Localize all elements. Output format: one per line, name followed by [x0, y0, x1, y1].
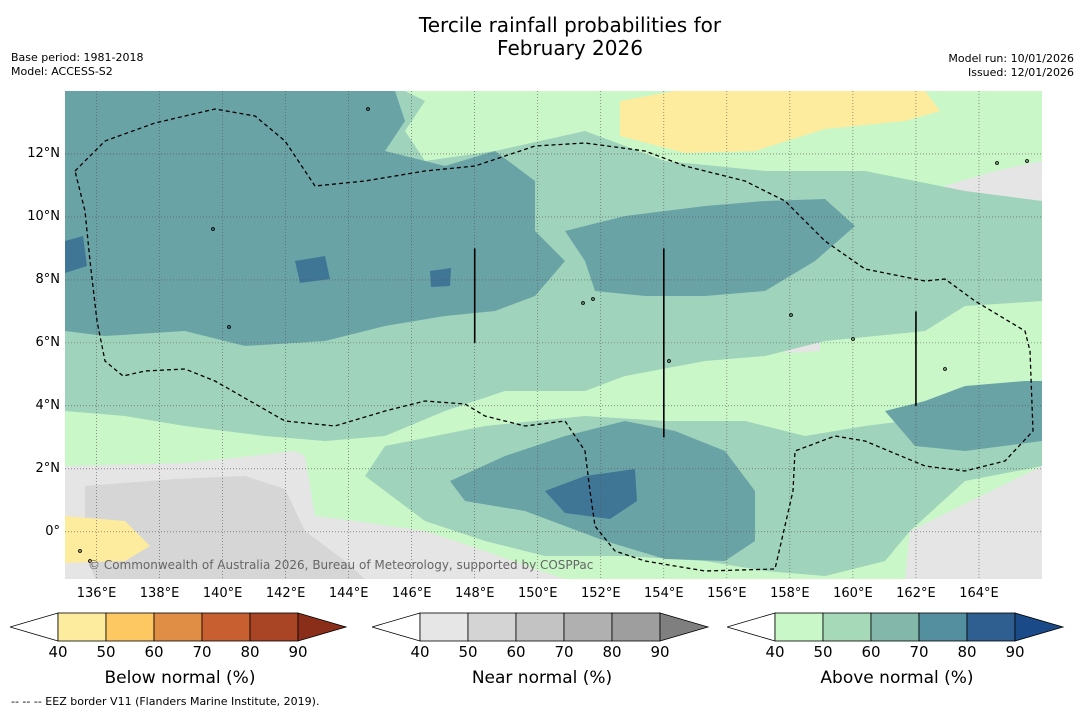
- base-period: Base period: 1981-2018: [11, 51, 143, 65]
- colorbar-tick-label: 60: [496, 643, 536, 661]
- lon-tick-label: 142°E: [258, 586, 314, 601]
- colorbar-swatches: [10, 611, 350, 643]
- island-1: [228, 326, 231, 329]
- colorbar-segment: [919, 613, 967, 641]
- colorbar-tick-label: 90: [640, 643, 680, 661]
- colorbar-segment: [58, 613, 106, 641]
- colorbar-swatches: [727, 611, 1067, 643]
- colorbar-tick-label: 90: [995, 643, 1035, 661]
- colorbar-label: Near normal (%): [372, 668, 712, 688]
- colorbar-tick-label: 50: [448, 643, 488, 661]
- lat-tick-label: 2°N: [12, 461, 60, 476]
- map-overlay: [65, 91, 1042, 579]
- colorbar-extend-low: [10, 613, 58, 641]
- lat-tick-label: 10°N: [12, 209, 60, 224]
- colorbar-segment: [516, 613, 564, 641]
- probability-map: © Commonwealth of Australia 2026, Bureau…: [65, 91, 1042, 579]
- colorbar-extend-high: [660, 613, 708, 641]
- lon-tick-label: 148°E: [447, 586, 503, 601]
- copyright-note: © Commonwealth of Australia 2026, Bureau…: [88, 558, 593, 572]
- lon-tick-label: 154°E: [636, 586, 692, 601]
- island-7: [944, 368, 947, 371]
- colorbar-tick-label: 40: [755, 643, 795, 661]
- island-10: [212, 228, 215, 231]
- colorbar-tick-label: 60: [851, 643, 891, 661]
- colorbar-tick-label: 70: [182, 643, 222, 661]
- colorbar-segment: [468, 613, 516, 641]
- colorbar-1: 40 50 60 70 80 90 Near normal (%): [372, 611, 712, 701]
- colorbar-tick-label: 80: [592, 643, 632, 661]
- island-9: [1026, 160, 1029, 163]
- model-name: Model: ACCESS-S2: [11, 65, 143, 79]
- colorbar-0: 40 50 60 70 80 90 Below normal (%): [10, 611, 350, 701]
- colorbar-segment: [871, 613, 919, 641]
- issued-date: Issued: 12/01/2026: [948, 66, 1074, 80]
- colorbar-tick-label: 70: [899, 643, 939, 661]
- lon-tick-label: 164°E: [951, 586, 1007, 601]
- lat-tick-label: 4°N: [12, 398, 60, 413]
- colorbar-label: Above normal (%): [727, 668, 1067, 688]
- colorbar-extend-low: [372, 613, 420, 641]
- meta-right: Model run: 10/01/2026 Issued: 12/01/2026: [948, 52, 1074, 80]
- eez-footnote: -- -- -- EEZ border V11 (Flanders Marine…: [11, 695, 319, 708]
- island-5: [852, 338, 855, 341]
- lat-tick-label: 8°N: [12, 272, 60, 287]
- colorbar-tick-label: 80: [947, 643, 987, 661]
- colorbar-extend-low: [727, 613, 775, 641]
- colorbar-2: 40 50 60 70 80 90 Above normal (%): [727, 611, 1067, 701]
- colorbar-segment: [564, 613, 612, 641]
- island-3: [592, 298, 595, 301]
- lat-tick-label: 0°: [12, 524, 60, 539]
- colorbar-label: Below normal (%): [10, 668, 350, 688]
- lon-tick-label: 152°E: [573, 586, 629, 601]
- colorbar-segment: [202, 613, 250, 641]
- island-11: [79, 550, 82, 553]
- colorbar-segment: [420, 613, 468, 641]
- lon-tick-label: 162°E: [888, 586, 944, 601]
- eez-border-0: [75, 109, 1033, 571]
- colorbar-tick-label: 40: [400, 643, 440, 661]
- lon-tick-label: 138°E: [132, 586, 188, 601]
- colorbar-segment: [106, 613, 154, 641]
- lon-tick-label: 158°E: [762, 586, 818, 601]
- title-line-1: Tercile rainfall probabilities for: [0, 14, 1085, 37]
- model-run: Model run: 10/01/2026: [948, 52, 1074, 66]
- colorbar-extend-high: [298, 613, 346, 641]
- lon-tick-label: 150°E: [510, 586, 566, 601]
- colorbar-segment: [775, 613, 823, 641]
- lat-tick-label: 12°N: [12, 146, 60, 161]
- lat-tick-label: 6°N: [12, 335, 60, 350]
- colorbar-segment: [154, 613, 202, 641]
- colorbar-extend-high: [1015, 613, 1063, 641]
- lon-tick-label: 136°E: [69, 586, 125, 601]
- island-2: [582, 302, 585, 305]
- colorbar-tick-label: 60: [134, 643, 174, 661]
- meta-left: Base period: 1981-2018 Model: ACCESS-S2: [11, 51, 143, 79]
- map-title: Tercile rainfall probabilities for Febru…: [0, 14, 1085, 60]
- colorbar-swatches: [372, 611, 712, 643]
- lon-tick-label: 156°E: [699, 586, 755, 601]
- lon-tick-label: 140°E: [195, 586, 251, 601]
- title-line-2: February 2026: [0, 37, 1085, 60]
- colorbar-segment: [250, 613, 298, 641]
- colorbar-tick-label: 50: [86, 643, 126, 661]
- colorbar-segment: [823, 613, 871, 641]
- colorbar-tick-label: 90: [278, 643, 318, 661]
- colorbar-tick-label: 80: [230, 643, 270, 661]
- island-4: [790, 314, 793, 317]
- island-8: [996, 162, 999, 165]
- colorbar-tick-label: 40: [38, 643, 78, 661]
- lon-tick-label: 146°E: [384, 586, 440, 601]
- island-0: [367, 108, 370, 111]
- colorbar-tick-label: 70: [544, 643, 584, 661]
- island-6: [668, 360, 671, 363]
- colorbar-segment: [967, 613, 1015, 641]
- colorbar-tick-label: 50: [803, 643, 843, 661]
- lon-tick-label: 144°E: [321, 586, 377, 601]
- lon-tick-label: 160°E: [825, 586, 881, 601]
- colorbar-segment: [612, 613, 660, 641]
